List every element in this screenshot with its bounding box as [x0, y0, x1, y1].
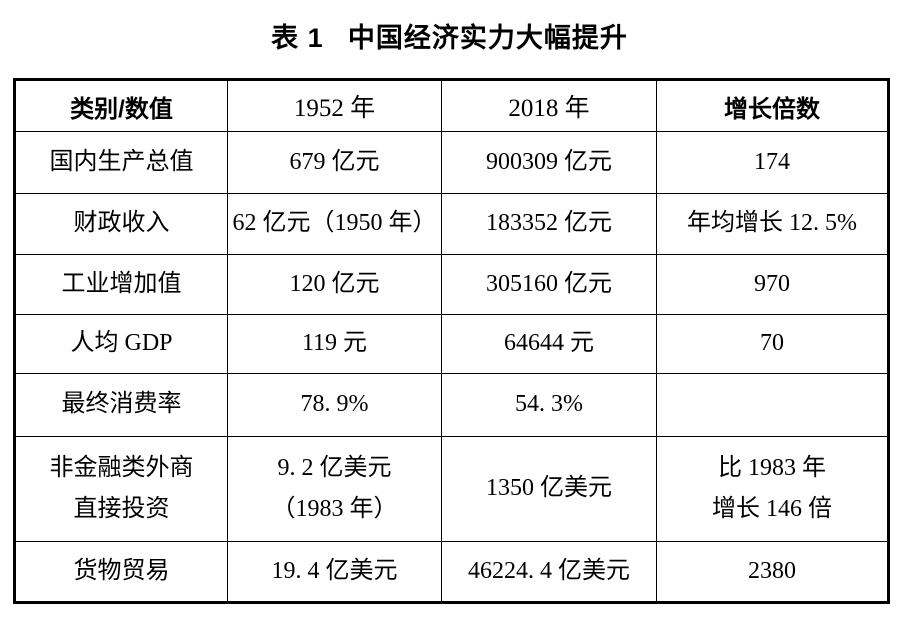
cell-growth: 年均增长 12. 5% — [656, 193, 889, 255]
cell-category: 财政收入 — [14, 193, 228, 255]
table-row: 国内生产总值 679 亿元 900309 亿元 174 — [14, 131, 889, 194]
cell-line: 直接投资 — [73, 496, 170, 522]
header-growth: 增长倍数 — [656, 79, 889, 132]
table-row: 货物贸易 19. 4 亿美元 46224. 4 亿美元 2380 — [14, 541, 889, 603]
cell-category: 人均 GDP — [14, 314, 228, 374]
header-1952: 1952 年 — [227, 79, 442, 132]
cell-1952: 62 亿元（1950 年） — [227, 193, 442, 255]
cell-2018: 183352 亿元 — [441, 193, 657, 255]
table-header-row: 类别/数值 1952 年 2018 年 增长倍数 — [14, 79, 889, 132]
header-category: 类别/数值 — [14, 79, 228, 132]
cell-1952: 78. 9% — [227, 373, 442, 437]
table-row: 最终消费率 78. 9% 54. 3% — [14, 373, 889, 437]
cell-category: 国内生产总值 — [14, 131, 228, 194]
cell-1952: 119 元 — [227, 314, 442, 374]
cell-1952: 9. 2 亿美元 （1983 年） — [227, 436, 442, 542]
cell-line: 非金融类外商 — [49, 454, 194, 481]
cell-2018: 64644 元 — [441, 314, 657, 374]
cell-2018: 1350 亿美元 — [441, 436, 657, 542]
cell-line: （1983 年） — [271, 496, 398, 522]
cell-line: 增长 146 倍 — [712, 496, 832, 522]
table-row: 非金融类外商 直接投资 9. 2 亿美元 （1983 年） 1350 亿美元 比… — [14, 436, 889, 542]
cell-1952: 120 亿元 — [227, 254, 442, 315]
table-title: 表 1 中国经济实力大幅提升 — [0, 16, 899, 55]
cell-growth: 970 — [656, 254, 889, 315]
cell-growth: 174 — [656, 131, 889, 194]
cell-growth: 2380 — [656, 541, 889, 603]
cell-growth: 比 1983 年 增长 146 倍 — [656, 436, 889, 542]
table-title-text: 中国经济实力大幅提升 — [347, 23, 628, 53]
cell-category: 非金融类外商 直接投资 — [14, 436, 228, 542]
cell-2018: 305160 亿元 — [441, 254, 657, 315]
economy-table: 类别/数值 1952 年 2018 年 增长倍数 国内生产总值 679 亿元 9… — [13, 78, 890, 604]
cell-growth-empty — [656, 373, 889, 437]
cell-2018: 54. 3% — [441, 373, 657, 437]
cell-1952: 679 亿元 — [227, 131, 442, 194]
cell-2018: 46224. 4 亿美元 — [441, 541, 657, 603]
cell-category: 最终消费率 — [14, 373, 228, 437]
cell-2018: 900309 亿元 — [441, 131, 657, 194]
table-row: 工业增加值 120 亿元 305160 亿元 970 — [14, 254, 889, 315]
cell-growth: 70 — [656, 314, 889, 374]
table-row: 人均 GDP 119 元 64644 元 70 — [14, 314, 889, 374]
cell-1952: 19. 4 亿美元 — [227, 541, 442, 603]
cell-category: 工业增加值 — [14, 254, 228, 315]
header-2018: 2018 年 — [441, 79, 657, 132]
cell-line: 9. 2 亿美元 — [277, 454, 392, 481]
table-number: 表 1 — [271, 23, 324, 53]
cell-category: 货物贸易 — [14, 541, 228, 603]
table-row: 财政收入 62 亿元（1950 年） 183352 亿元 年均增长 12. 5% — [14, 193, 889, 255]
cell-line: 比 1983 年 — [718, 454, 826, 481]
